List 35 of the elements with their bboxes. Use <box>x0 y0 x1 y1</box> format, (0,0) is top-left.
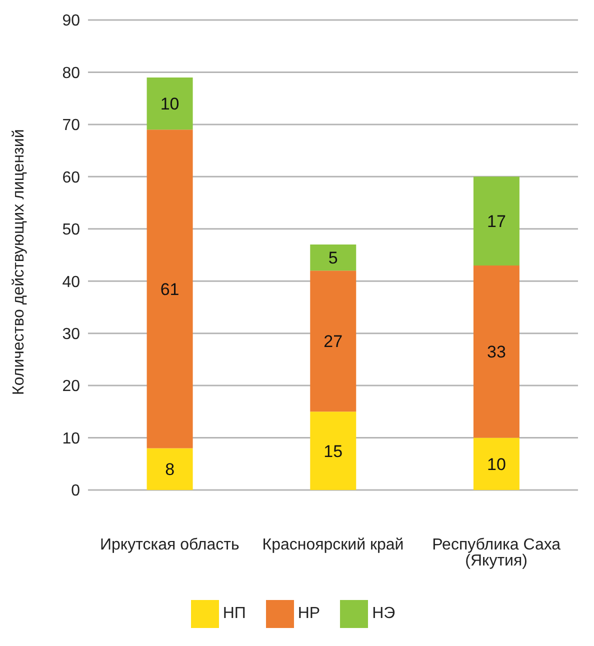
bar <box>146 130 193 448</box>
y-tick-label: 0 <box>71 482 80 500</box>
data-label: 8 <box>165 460 175 480</box>
y-tick-label: 10 <box>62 430 80 448</box>
x-tick-label: Красноярский край <box>262 536 404 554</box>
bar <box>146 448 193 490</box>
bar <box>473 265 520 438</box>
data-label: 10 <box>160 94 180 114</box>
bar <box>310 270 356 412</box>
legend-label: НР <box>298 605 320 622</box>
data-label: 15 <box>324 442 343 461</box>
y-tick-label: 40 <box>62 274 80 291</box>
bar <box>473 176 520 266</box>
x-tick-label: Республика Саха (Якутия) <box>432 536 561 570</box>
y-tick-label: 80 <box>62 64 80 82</box>
data-label: 17 <box>487 212 506 232</box>
y-tick-label: 50 <box>62 222 80 239</box>
bar <box>310 244 356 271</box>
y-axis-title: Количество действующих лицензий <box>10 129 28 395</box>
bar <box>146 77 193 130</box>
y-tick-label: 60 <box>62 169 80 186</box>
y-tick-label: 30 <box>62 326 80 344</box>
x-tick-label: Иркутская область <box>100 536 240 554</box>
legend-label: НП <box>222 605 246 622</box>
y-tick-label: 20 <box>62 378 80 396</box>
data-label: 5 <box>328 248 338 268</box>
data-label: 27 <box>324 332 343 352</box>
data-label: 33 <box>487 342 506 362</box>
bar <box>473 438 520 490</box>
data-label: 61 <box>160 280 180 299</box>
legend-label: НЭ <box>372 605 396 622</box>
y-tick-label: 70 <box>62 117 80 134</box>
bar <box>310 412 356 490</box>
y-tick-label: 90 <box>62 12 80 30</box>
data-label: 10 <box>487 454 506 474</box>
